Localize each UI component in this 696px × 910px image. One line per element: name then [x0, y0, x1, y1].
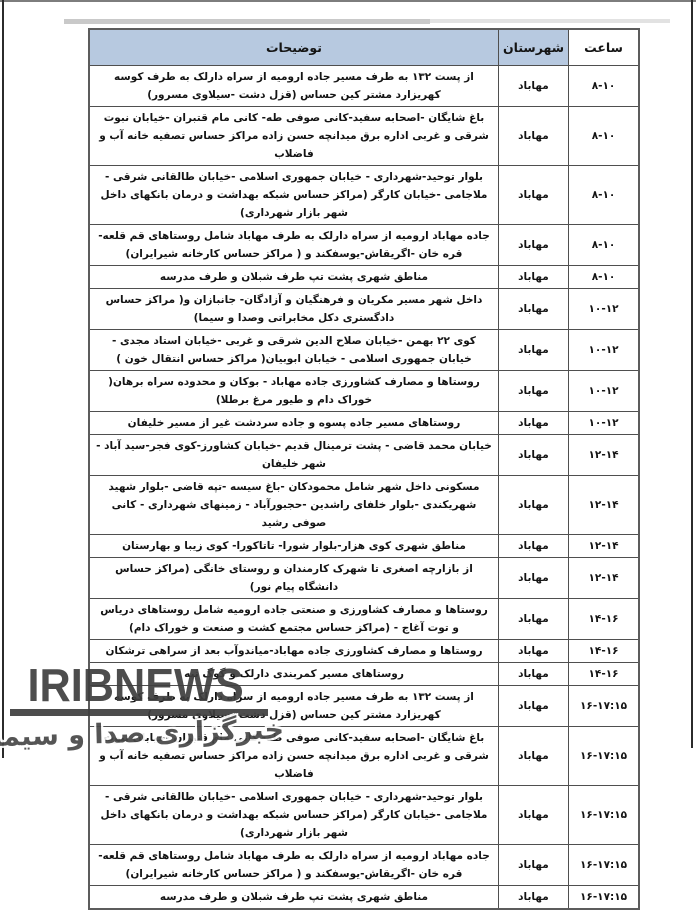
table-row: ۱۴-۱۶ مهاباد روستاهای مسیر کمربندی دارلک… [88, 662, 640, 686]
county-cell: مهاباد [497, 475, 570, 535]
table-row: ۱۴-۱۶ مهاباد روستاها و مصارف کشاورزی و ص… [88, 598, 640, 640]
details-cell: از پست ۱۳۲ به طرف مسیر جاده ارومیه از سر… [88, 65, 499, 107]
details-cell: کوی ۲۲ بهمن -خیابان صلاح الدین شرقی و غر… [88, 329, 499, 371]
time-cell: ۸-۱۰ [568, 165, 640, 225]
time-cell: ۱۶-۱۷:۱۵ [568, 844, 640, 886]
table-row: ۱۰-۱۲ مهاباد کوی ۲۲ بهمن -خیابان صلاح ال… [88, 329, 640, 371]
county-cell: مهاباد [497, 685, 570, 727]
time-cell: ۱۰-۱۲ [568, 411, 640, 435]
county-cell: مهاباد [497, 885, 570, 910]
scan-artifact [64, 19, 430, 24]
table-row: ۸-۱۰ مهاباد جاده مهاباد ارومیه از سراه د… [88, 224, 640, 266]
county-cell: مهاباد [497, 534, 570, 558]
county-cell: مهاباد [497, 434, 570, 476]
time-cell: ۱۴-۱۶ [568, 662, 640, 686]
header-hour: ساعت [568, 28, 640, 66]
time-cell: ۸-۱۰ [568, 106, 640, 166]
county-cell: مهاباد [497, 785, 570, 845]
time-cell: ۱۰-۱۲ [568, 370, 640, 412]
time-cell: ۱۴-۱۶ [568, 639, 640, 663]
outage-schedule: ساعت شهرستان توضیحات ۸-۱۰ مهاباد از پست … [88, 28, 640, 910]
header-row: ساعت شهرستان توضیحات [88, 28, 640, 66]
header-county: شهرستان [497, 28, 570, 66]
time-cell: ۱۶-۱۷:۱۵ [568, 685, 640, 727]
time-cell: ۱۰-۱۲ [568, 329, 640, 371]
scan-right-border [691, 0, 693, 748]
details-cell: مسکونی داخل شهر شامل محمودکان -باغ سیسه … [88, 475, 499, 535]
scan-left-border [2, 0, 4, 758]
county-cell: مهاباد [497, 844, 570, 886]
county-cell: مهاباد [497, 726, 570, 786]
table-header: ساعت شهرستان توضیحات [88, 28, 640, 66]
county-cell: مهاباد [497, 288, 570, 330]
county-cell: مهاباد [497, 329, 570, 371]
header-details: توضیحات [88, 28, 499, 66]
time-cell: ۱۴-۱۶ [568, 598, 640, 640]
time-cell: ۸-۱۰ [568, 65, 640, 107]
time-cell: ۱۶-۱۷:۱۵ [568, 885, 640, 910]
details-cell: داخل شهر مسیر مکریان و فرهنگیان و آزادگا… [88, 288, 499, 330]
details-cell: خیابان محمد قاضی - پشت ترمینال قدیم -خیا… [88, 434, 499, 476]
table-row: ۱۰-۱۲ مهاباد داخل شهر مسیر مکریان و فرهن… [88, 288, 640, 330]
time-cell: ۱۲-۱۴ [568, 434, 640, 476]
table-row: ۱۴-۱۶ مهاباد روستاها و مصارف کشاورزی جاد… [88, 639, 640, 663]
details-cell: مناطق شهری پشت تپ طرف شبلان و طرف مدرسه [88, 885, 499, 910]
time-cell: ۱۰-۱۲ [568, 288, 640, 330]
schedule-table-body: ۸-۱۰ مهاباد از پست ۱۳۲ به طرف مسیر جاده … [88, 65, 640, 910]
details-cell: باغ شایگان -اصحابه سفید-کانی صوفی طه- کا… [88, 106, 499, 166]
details-cell: روستاها و مصارف کشاورزی جاده مهاباد - بو… [88, 370, 499, 412]
table-row: ۱۶-۱۷:۱۵ مهاباد از پست ۱۳۲ به طرف مسیر ج… [88, 685, 640, 727]
county-cell: مهاباد [497, 411, 570, 435]
time-cell: ۱۶-۱۷:۱۵ [568, 785, 640, 845]
county-cell: مهاباد [497, 265, 570, 289]
table-row: ۸-۱۰ مهاباد از پست ۱۳۲ به طرف مسیر جاده … [88, 65, 640, 107]
outage-schedule-table: ساعت شهرستان توضیحات ۸-۱۰ مهاباد از پست … [88, 28, 640, 910]
county-cell: مهاباد [497, 370, 570, 412]
scan-top-border [0, 0, 696, 2]
time-cell: ۱۲-۱۴ [568, 557, 640, 599]
county-cell: مهاباد [497, 639, 570, 663]
table-row: ۱۲-۱۴ مهاباد از بازارچه اصغری تا شهرک کا… [88, 557, 640, 599]
table-row: ۱۶-۱۷:۱۵ مهاباد باغ شایگان -اصحابه سفید-… [88, 726, 640, 786]
table-row: ۸-۱۰ مهاباد بلوار توحید-شهرداری - خیابان… [88, 165, 640, 225]
details-cell: مناطق شهری کوی هزار-بلوار شورا- تاتاکورا… [88, 534, 499, 558]
table-row: ۱۶-۱۷:۱۵ مهاباد جاده مهاباد ارومیه از سر… [88, 844, 640, 886]
table-row: ۱۰-۱۲ مهاباد روستاهای مسیر جاده پسوه و ج… [88, 411, 640, 435]
county-cell: مهاباد [497, 65, 570, 107]
table-row: ۱۲-۱۴ مهاباد مناطق شهری کوی هزار-بلوار ش… [88, 534, 640, 558]
table-row: ۱۲-۱۴ مهاباد مسکونی داخل شهر شامل محمودک… [88, 475, 640, 535]
details-cell: از بازارچه اصغری تا شهرک کارمندان و روست… [88, 557, 499, 599]
table-row: ۱۰-۱۲ مهاباد روستاها و مصارف کشاورزی جاد… [88, 370, 640, 412]
table-row: ۱۲-۱۴ مهاباد خیابان محمد قاضی - پشت ترمی… [88, 434, 640, 476]
time-cell: ۱۶-۱۷:۱۵ [568, 726, 640, 786]
county-cell: مهاباد [497, 106, 570, 166]
details-cell: مناطق شهری پشت تپ طرف شبلان و طرف مدرسه [88, 265, 499, 289]
table-row: ۱۶-۱۷:۱۵ مهاباد مناطق شهری پشت تپ طرف شب… [88, 885, 640, 910]
time-cell: ۱۲-۱۴ [568, 534, 640, 558]
county-cell: مهاباد [497, 662, 570, 686]
time-cell: ۱۲-۱۴ [568, 475, 640, 535]
details-cell: روستاها و مصارف کشاورزی جاده مهاباد-میان… [88, 639, 499, 663]
scan-artifact-light [430, 19, 670, 23]
details-cell: از پست ۱۳۲ به طرف مسیر جاده ارومیه از سر… [88, 685, 499, 727]
county-cell: مهاباد [497, 224, 570, 266]
details-cell: جاده مهاباد ارومیه از سراه دارلک به طرف … [88, 844, 499, 886]
details-cell: بلوار توحید-شهرداری - خیابان جمهوری اسلا… [88, 785, 499, 845]
time-cell: ۸-۱۰ [568, 224, 640, 266]
county-cell: مهاباد [497, 598, 570, 640]
time-cell: ۸-۱۰ [568, 265, 640, 289]
table-row: ۸-۱۰ مهاباد مناطق شهری پشت تپ طرف شبلان … [88, 265, 640, 289]
table-row: ۱۶-۱۷:۱۵ مهاباد بلوار توحید-شهرداری - خی… [88, 785, 640, 845]
table-row: ۸-۱۰ مهاباد باغ شایگان -اصحابه سفید-کانی… [88, 106, 640, 166]
county-cell: مهاباد [497, 165, 570, 225]
details-cell: روستاها و مصارف کشاورزی و صنعتی جاده ارو… [88, 598, 499, 640]
details-cell: بلوار توحید-شهرداری - خیابان جمهوری اسلا… [88, 165, 499, 225]
details-cell: روستاهای مسیر جاده پسوه و جاده سردشت غیر… [88, 411, 499, 435]
details-cell: جاده مهاباد ارومیه از سراه دارلک به طرف … [88, 224, 499, 266]
details-cell: باغ شایگان -اصحابه سفید-کانی صوفی طه- کا… [88, 726, 499, 786]
county-cell: مهاباد [497, 557, 570, 599]
details-cell: روستاهای مسیر کمربندی دارلک و گوگ تپه [88, 662, 499, 686]
